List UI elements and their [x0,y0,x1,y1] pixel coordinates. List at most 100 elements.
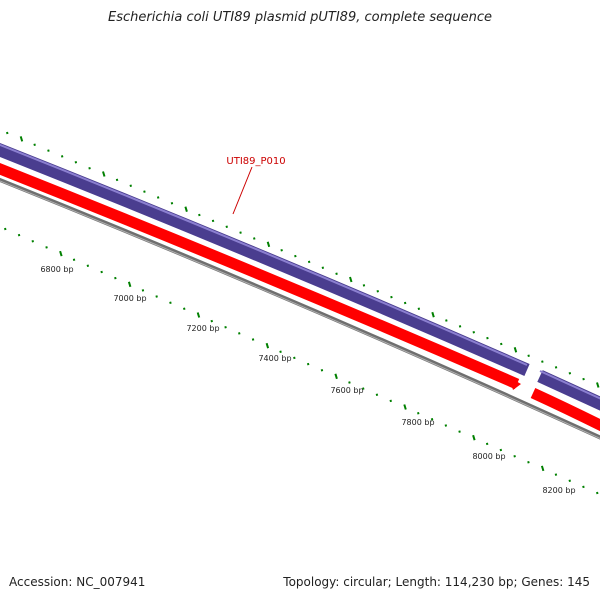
minor-tick [499,448,503,452]
major-tick [431,311,435,318]
minor-tick [362,387,365,390]
minor-tick [169,301,172,304]
minor-tick [554,366,558,369]
minor-tick [45,246,48,249]
minor-tick [6,131,9,135]
minor-tick [210,319,213,323]
gene-feature-reverse-1[interactable] [0,163,520,390]
minor-tick [320,368,324,372]
minor-tick [155,295,158,298]
scale-label: 8200 bp [542,486,575,495]
major-tick [265,342,270,349]
minor-tick [88,166,91,170]
minor-tick [417,411,420,415]
gene-feature-forward-2-highlight [539,370,600,400]
minor-tick [4,227,7,231]
minor-tick [375,393,379,397]
minor-tick [74,161,78,164]
minor-tick [445,319,448,322]
gene-feature-reverse-1-arrowhead [509,377,521,390]
gene-label-leader [232,166,253,215]
minor-tick [31,240,34,243]
minor-tick [183,307,186,311]
minor-tick [527,354,530,357]
minor-tick [596,491,599,495]
minor-tick [279,350,282,354]
major-tick [403,404,407,410]
scale-label: 7200 bp [186,324,219,333]
minor-tick [86,264,90,268]
minor-tick [17,233,21,237]
minor-tick [143,190,146,193]
minor-tick [211,219,215,223]
major-tick [596,382,600,388]
minor-tick [253,237,256,240]
minor-tick [225,225,228,229]
minor-tick [114,276,117,280]
minor-tick [582,377,585,381]
minor-tick [568,372,572,375]
minor-tick [417,307,421,311]
scale-label: 7800 bp [401,418,434,427]
minor-tick [72,258,76,261]
scale-label: 8000 bp [472,452,505,461]
minor-tick [115,178,119,182]
major-tick [196,312,201,318]
minor-tick [582,485,585,489]
major-tick [266,241,271,248]
inner-tick-row [4,227,599,495]
sequence-backbone-highlight [0,180,600,439]
minor-tick [280,248,283,252]
minor-tick [486,336,489,340]
major-tick [127,281,132,288]
minor-tick [527,461,530,464]
minor-tick [293,356,296,360]
minor-tick [224,325,227,329]
minor-tick [444,424,448,427]
minor-tick [389,399,392,403]
scale-label: 6800 bp [40,265,73,274]
minor-tick [47,149,50,152]
minor-tick [100,270,103,274]
major-tick [59,250,63,257]
gene-feature-forward-2[interactable] [537,370,600,411]
minor-tick [390,295,393,299]
minor-tick [156,196,160,199]
minor-tick [403,301,407,305]
scale-label-group: 6800 bp 7000 bp 7200 bp 7400 bp 7600 bp … [40,265,575,495]
gene-label[interactable]: UTI89_P010 [226,156,285,167]
minor-tick [239,231,242,234]
minor-tick [198,213,201,217]
map-title: Escherichia coli UTI89 plasmid pUTI89, c… [108,10,492,25]
minor-tick [251,338,255,341]
major-tick [540,465,545,472]
major-tick [102,171,106,177]
minor-tick [306,362,310,366]
minor-tick [513,454,516,458]
gene-feature-reverse-2[interactable] [530,388,600,432]
sequence-backbone [0,177,600,440]
scale-label: 7400 bp [258,354,291,363]
minor-tick [60,155,64,158]
minor-tick [472,331,475,334]
minor-tick [500,342,503,346]
minor-tick [129,184,132,187]
minor-tick [348,381,351,384]
minor-tick [485,442,489,446]
minor-tick [458,325,462,328]
sequence-summary: Topology: circular; Length: 114,230 bp; … [283,575,590,589]
minor-tick [238,332,241,335]
major-tick [19,136,24,142]
scale-label: 7000 bp [113,294,146,303]
gene-feature-forward-1[interactable] [0,142,530,376]
accession-text: Accession: NC_007941 [9,575,146,589]
major-tick [184,206,188,212]
minor-tick [294,254,297,258]
major-tick [513,347,518,353]
minor-tick [33,143,36,146]
major-tick [472,434,476,441]
minor-tick [170,202,174,205]
minor-tick [554,473,558,476]
outer-tick-row [6,131,600,388]
